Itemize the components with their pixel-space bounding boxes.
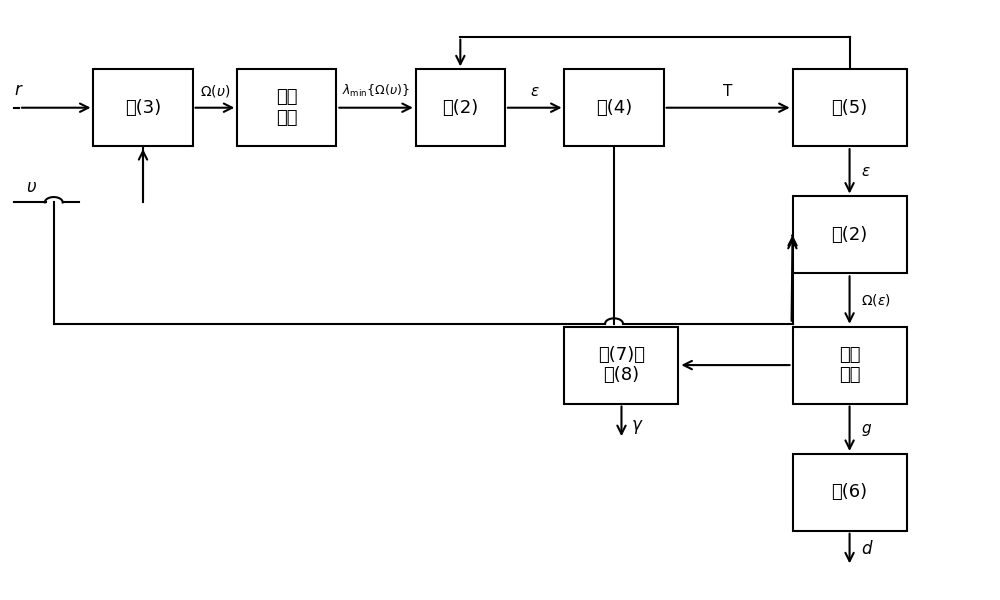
Text: $\upsilon$: $\upsilon$ xyxy=(26,178,37,196)
Text: 式(4): 式(4) xyxy=(596,99,632,117)
Text: T: T xyxy=(723,84,733,99)
Bar xyxy=(93,69,193,146)
Bar xyxy=(237,69,336,146)
Text: $\lambda_{\min}\{\Omega(\upsilon)\}$: $\lambda_{\min}\{\Omega(\upsilon)\}$ xyxy=(342,83,410,99)
Text: 式(7)或
式(8): 式(7)或 式(8) xyxy=(598,346,645,385)
Bar xyxy=(564,69,664,146)
Text: 式(2): 式(2) xyxy=(442,99,478,117)
Text: 特征
分解: 特征 分解 xyxy=(839,346,860,385)
Text: $\Omega(\upsilon)$: $\Omega(\upsilon)$ xyxy=(200,83,230,99)
Text: $\varepsilon$: $\varepsilon$ xyxy=(861,164,871,179)
Bar xyxy=(564,326,678,404)
Bar xyxy=(793,69,907,146)
Text: 式(5): 式(5) xyxy=(831,99,868,117)
Bar xyxy=(793,196,907,274)
Text: $\varepsilon$: $\varepsilon$ xyxy=(530,84,540,99)
Text: $\gamma$: $\gamma$ xyxy=(631,418,644,436)
Bar xyxy=(793,454,907,531)
Text: 式(2): 式(2) xyxy=(831,226,868,244)
Bar xyxy=(793,326,907,404)
Text: 特征
分解: 特征 分解 xyxy=(276,88,298,127)
Text: $\Omega(\varepsilon)$: $\Omega(\varepsilon)$ xyxy=(861,292,891,308)
Text: 式(6): 式(6) xyxy=(832,483,868,501)
Text: d: d xyxy=(861,539,872,557)
Bar xyxy=(416,69,505,146)
Text: r: r xyxy=(14,81,21,99)
Text: g: g xyxy=(861,421,871,436)
Text: 式(3): 式(3) xyxy=(125,99,161,117)
